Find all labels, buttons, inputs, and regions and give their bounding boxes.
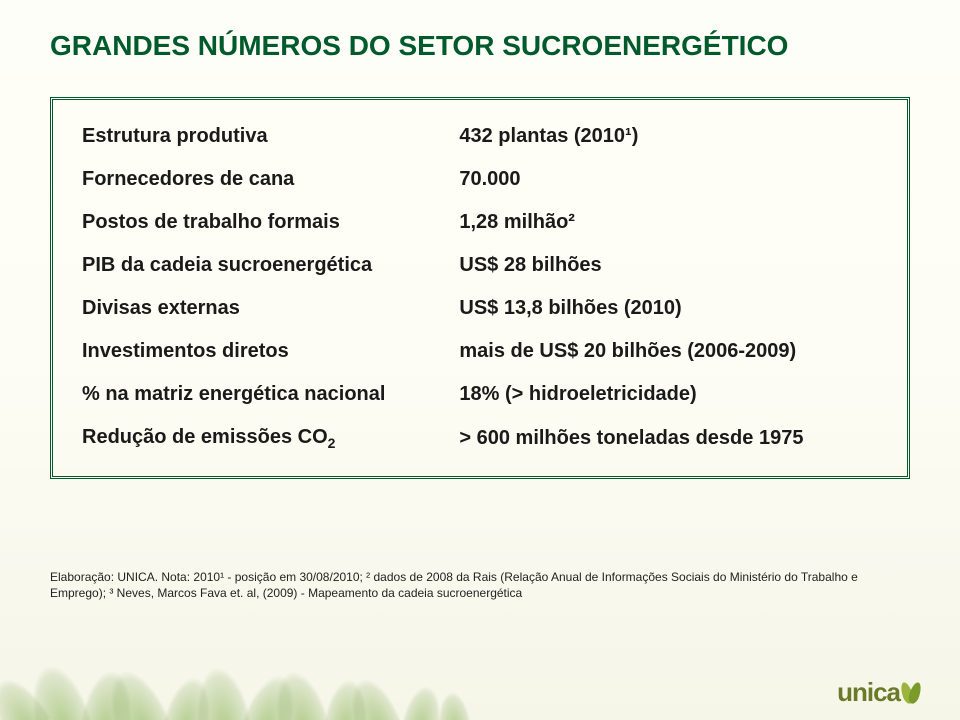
page-title: GRANDES NÚMEROS DO SETOR SUCROENERGÉTICO — [50, 30, 910, 62]
row-value: US$ 13,8 bilhões (2010) — [455, 287, 882, 330]
table-row: Estrutura produtiva 432 plantas (2010¹) — [78, 115, 882, 158]
table-row: Redução de emissões CO2 > 600 milhões to… — [78, 416, 882, 461]
data-box: Estrutura produtiva 432 plantas (2010¹) … — [50, 97, 910, 479]
row-label: % na matriz energética nacional — [78, 373, 455, 416]
logo-text: unica — [837, 677, 900, 708]
footnote: Elaboração: UNICA. Nota: 2010¹ - posição… — [50, 569, 910, 601]
leaf-icon — [902, 680, 920, 706]
table-row: % na matriz energética nacional 18% (> h… — [78, 373, 882, 416]
row-label: PIB da cadeia sucroenergética — [78, 244, 455, 287]
row-value: US$ 28 bilhões — [455, 244, 882, 287]
row-value: 70.000 — [455, 158, 882, 201]
row-value: 432 plantas (2010¹) — [455, 115, 882, 158]
table-row: Postos de trabalho formais 1,28 milhão² — [78, 201, 882, 244]
row-label: Redução de emissões CO2 — [78, 416, 455, 461]
table-row: PIB da cadeia sucroenergética US$ 28 bil… — [78, 244, 882, 287]
footer-decoration: unica — [0, 650, 960, 720]
slide: GRANDES NÚMEROS DO SETOR SUCROENERGÉTICO… — [0, 0, 960, 720]
row-label: Investimentos diretos — [78, 330, 455, 373]
row-label: Divisas externas — [78, 287, 455, 330]
row-value: mais de US$ 20 bilhões (2006-2009) — [455, 330, 882, 373]
row-value: 18% (> hidroeletricidade) — [455, 373, 882, 416]
row-value: 1,28 milhão² — [455, 201, 882, 244]
row-value: > 600 milhões toneladas desde 1975 — [455, 416, 882, 461]
row-label: Fornecedores de cana — [78, 158, 455, 201]
table-row: Fornecedores de cana 70.000 — [78, 158, 882, 201]
row-label: Estrutura produtiva — [78, 115, 455, 158]
logo: unica — [837, 677, 920, 708]
leaf-strip — [0, 665, 480, 720]
data-table: Estrutura produtiva 432 plantas (2010¹) … — [78, 115, 882, 461]
table-row: Investimentos diretos mais de US$ 20 bil… — [78, 330, 882, 373]
table-row: Divisas externas US$ 13,8 bilhões (2010) — [78, 287, 882, 330]
row-label: Postos de trabalho formais — [78, 201, 455, 244]
